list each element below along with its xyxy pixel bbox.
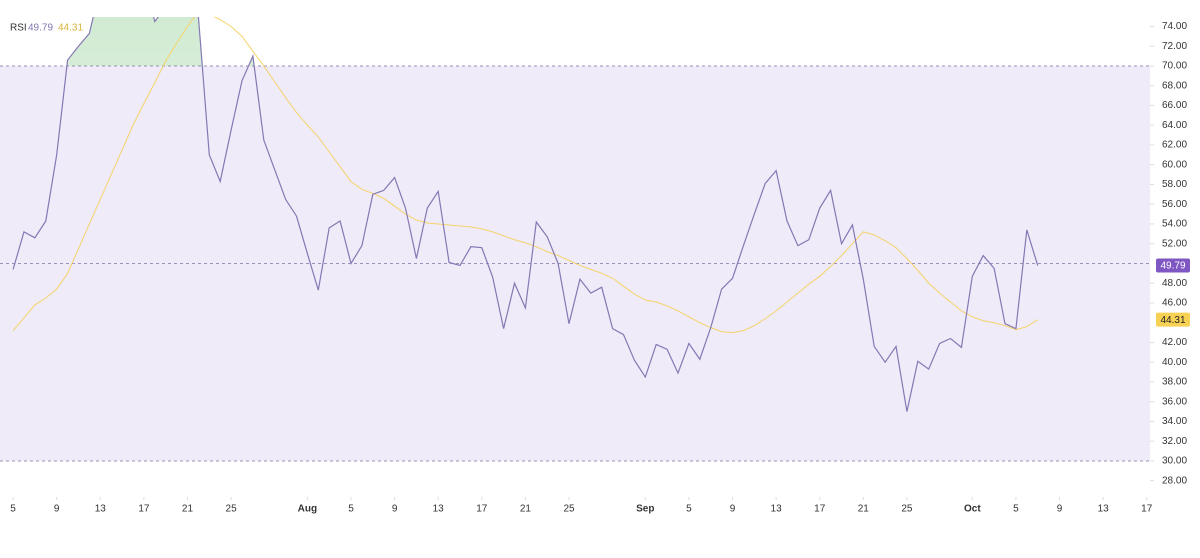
y-tick-label: 30.00 [1162, 456, 1187, 467]
x-tick-label: 13 [433, 504, 445, 515]
x-tick-label: 5 [686, 504, 692, 515]
legend-title: RSI [10, 23, 27, 34]
series-line [12, 17, 1039, 412]
series-line [12, 17, 1039, 334]
x-tick-label: 25 [226, 504, 238, 515]
y-tick-label: 42.00 [1162, 337, 1187, 348]
x-tick-label: Sep [636, 504, 654, 515]
y-tick-label: 58.00 [1162, 179, 1187, 190]
y-tick-label: 48.00 [1162, 278, 1187, 289]
last-value-label: 44.31 [1160, 315, 1185, 326]
x-tick-label: 17 [138, 504, 150, 515]
x-tick-label: 5 [1013, 504, 1019, 515]
y-tick-label: 74.00 [1162, 21, 1187, 32]
x-tick-label: 9 [730, 504, 736, 515]
y-tick-label: 72.00 [1162, 41, 1187, 52]
x-tick-label: 9 [392, 504, 398, 515]
x-tick-label: 25 [901, 504, 913, 515]
overbought-fill [13, 17, 1038, 66]
x-tick-label: 13 [95, 504, 107, 515]
y-tick-label: 60.00 [1162, 159, 1187, 170]
last-value-box [1156, 258, 1190, 273]
y-tick-label: 32.00 [1162, 436, 1187, 447]
x-tick-label: 5 [10, 504, 16, 515]
x-tick-label: 9 [54, 504, 60, 515]
y-tick-label: 28.00 [1162, 475, 1187, 486]
y-tick-label: 54.00 [1162, 219, 1187, 230]
y-tick-label: 34.00 [1162, 416, 1187, 427]
x-tick-label: 9 [1057, 504, 1063, 515]
x-tick-label: Oct [964, 504, 981, 515]
legend-value: 44.31 [58, 23, 83, 34]
y-tick-label: 36.00 [1162, 396, 1187, 407]
x-tick-label: 17 [1141, 504, 1153, 515]
plot-area [0, 17, 1150, 462]
y-tick-label: 52.00 [1162, 238, 1187, 249]
x-tick-label: 13 [771, 504, 783, 515]
x-tick-label: 25 [563, 504, 575, 515]
x-tick-label: 17 [814, 504, 826, 515]
x-tick-label: 5 [348, 504, 354, 515]
x-tick-label: 13 [1098, 504, 1110, 515]
x-tick-label: 17 [476, 504, 488, 515]
y-tick-label: 40.00 [1162, 357, 1187, 368]
x-tick-label: Aug [298, 504, 317, 515]
x-tick-label: 21 [520, 504, 532, 515]
last-value-label: 49.79 [1160, 261, 1185, 272]
y-tick-label: 38.00 [1162, 377, 1187, 388]
y-tick-label: 46.00 [1162, 298, 1187, 309]
y-tick-label: 66.00 [1162, 100, 1187, 111]
y-tick-label: 56.00 [1162, 199, 1187, 210]
y-tick-label: 64.00 [1162, 120, 1187, 131]
legend-value: 49.79 [28, 23, 53, 34]
x-tick-label: 21 [182, 504, 194, 515]
y-tick-label: 68.00 [1162, 80, 1187, 91]
y-tick-label: 70.00 [1162, 61, 1187, 72]
y-tick-label: 62.00 [1162, 140, 1187, 151]
x-tick-label: 21 [858, 504, 870, 515]
last-value-box [1156, 312, 1190, 327]
